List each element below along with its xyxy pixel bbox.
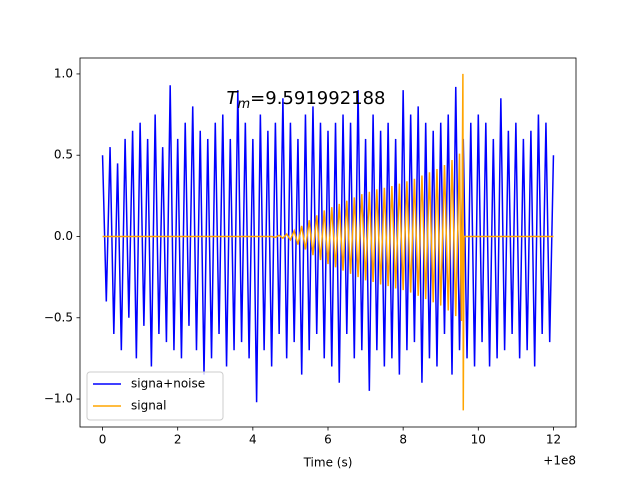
x-tick-label: 4 bbox=[249, 433, 257, 447]
x-tick-label: 2 bbox=[174, 433, 182, 447]
x-tick-label: 0 bbox=[99, 433, 107, 447]
y-tick-label: 0.0 bbox=[54, 229, 73, 243]
y-tick-label: −1.0 bbox=[44, 392, 73, 406]
plot-area bbox=[101, 73, 555, 411]
x-tick-label: 10 bbox=[471, 433, 486, 447]
annotation: Tm=9.591992188 bbox=[227, 88, 386, 112]
legend-label: signal bbox=[131, 399, 167, 413]
series-line bbox=[101, 85, 555, 403]
x-tick-label: 8 bbox=[399, 433, 407, 447]
x-tick-label: 6 bbox=[324, 433, 332, 447]
annotation-text: =9.591992188 bbox=[250, 88, 385, 109]
legend: signa+noise signal bbox=[86, 371, 224, 421]
y-tick-label: 0.5 bbox=[54, 148, 73, 162]
x-tick-label: 12 bbox=[546, 433, 561, 447]
annotation-subscript: m bbox=[238, 97, 251, 112]
series-line bbox=[102, 73, 554, 411]
x-offset-label: +1e8 bbox=[543, 454, 576, 468]
y-tick-label: 1.0 bbox=[54, 66, 73, 80]
y-tick-label: −0.5 bbox=[44, 310, 73, 324]
annotation-symbol: T bbox=[227, 88, 240, 109]
legend-label: signa+noise bbox=[131, 377, 205, 391]
x-axis-label: Time (s) bbox=[303, 456, 353, 470]
